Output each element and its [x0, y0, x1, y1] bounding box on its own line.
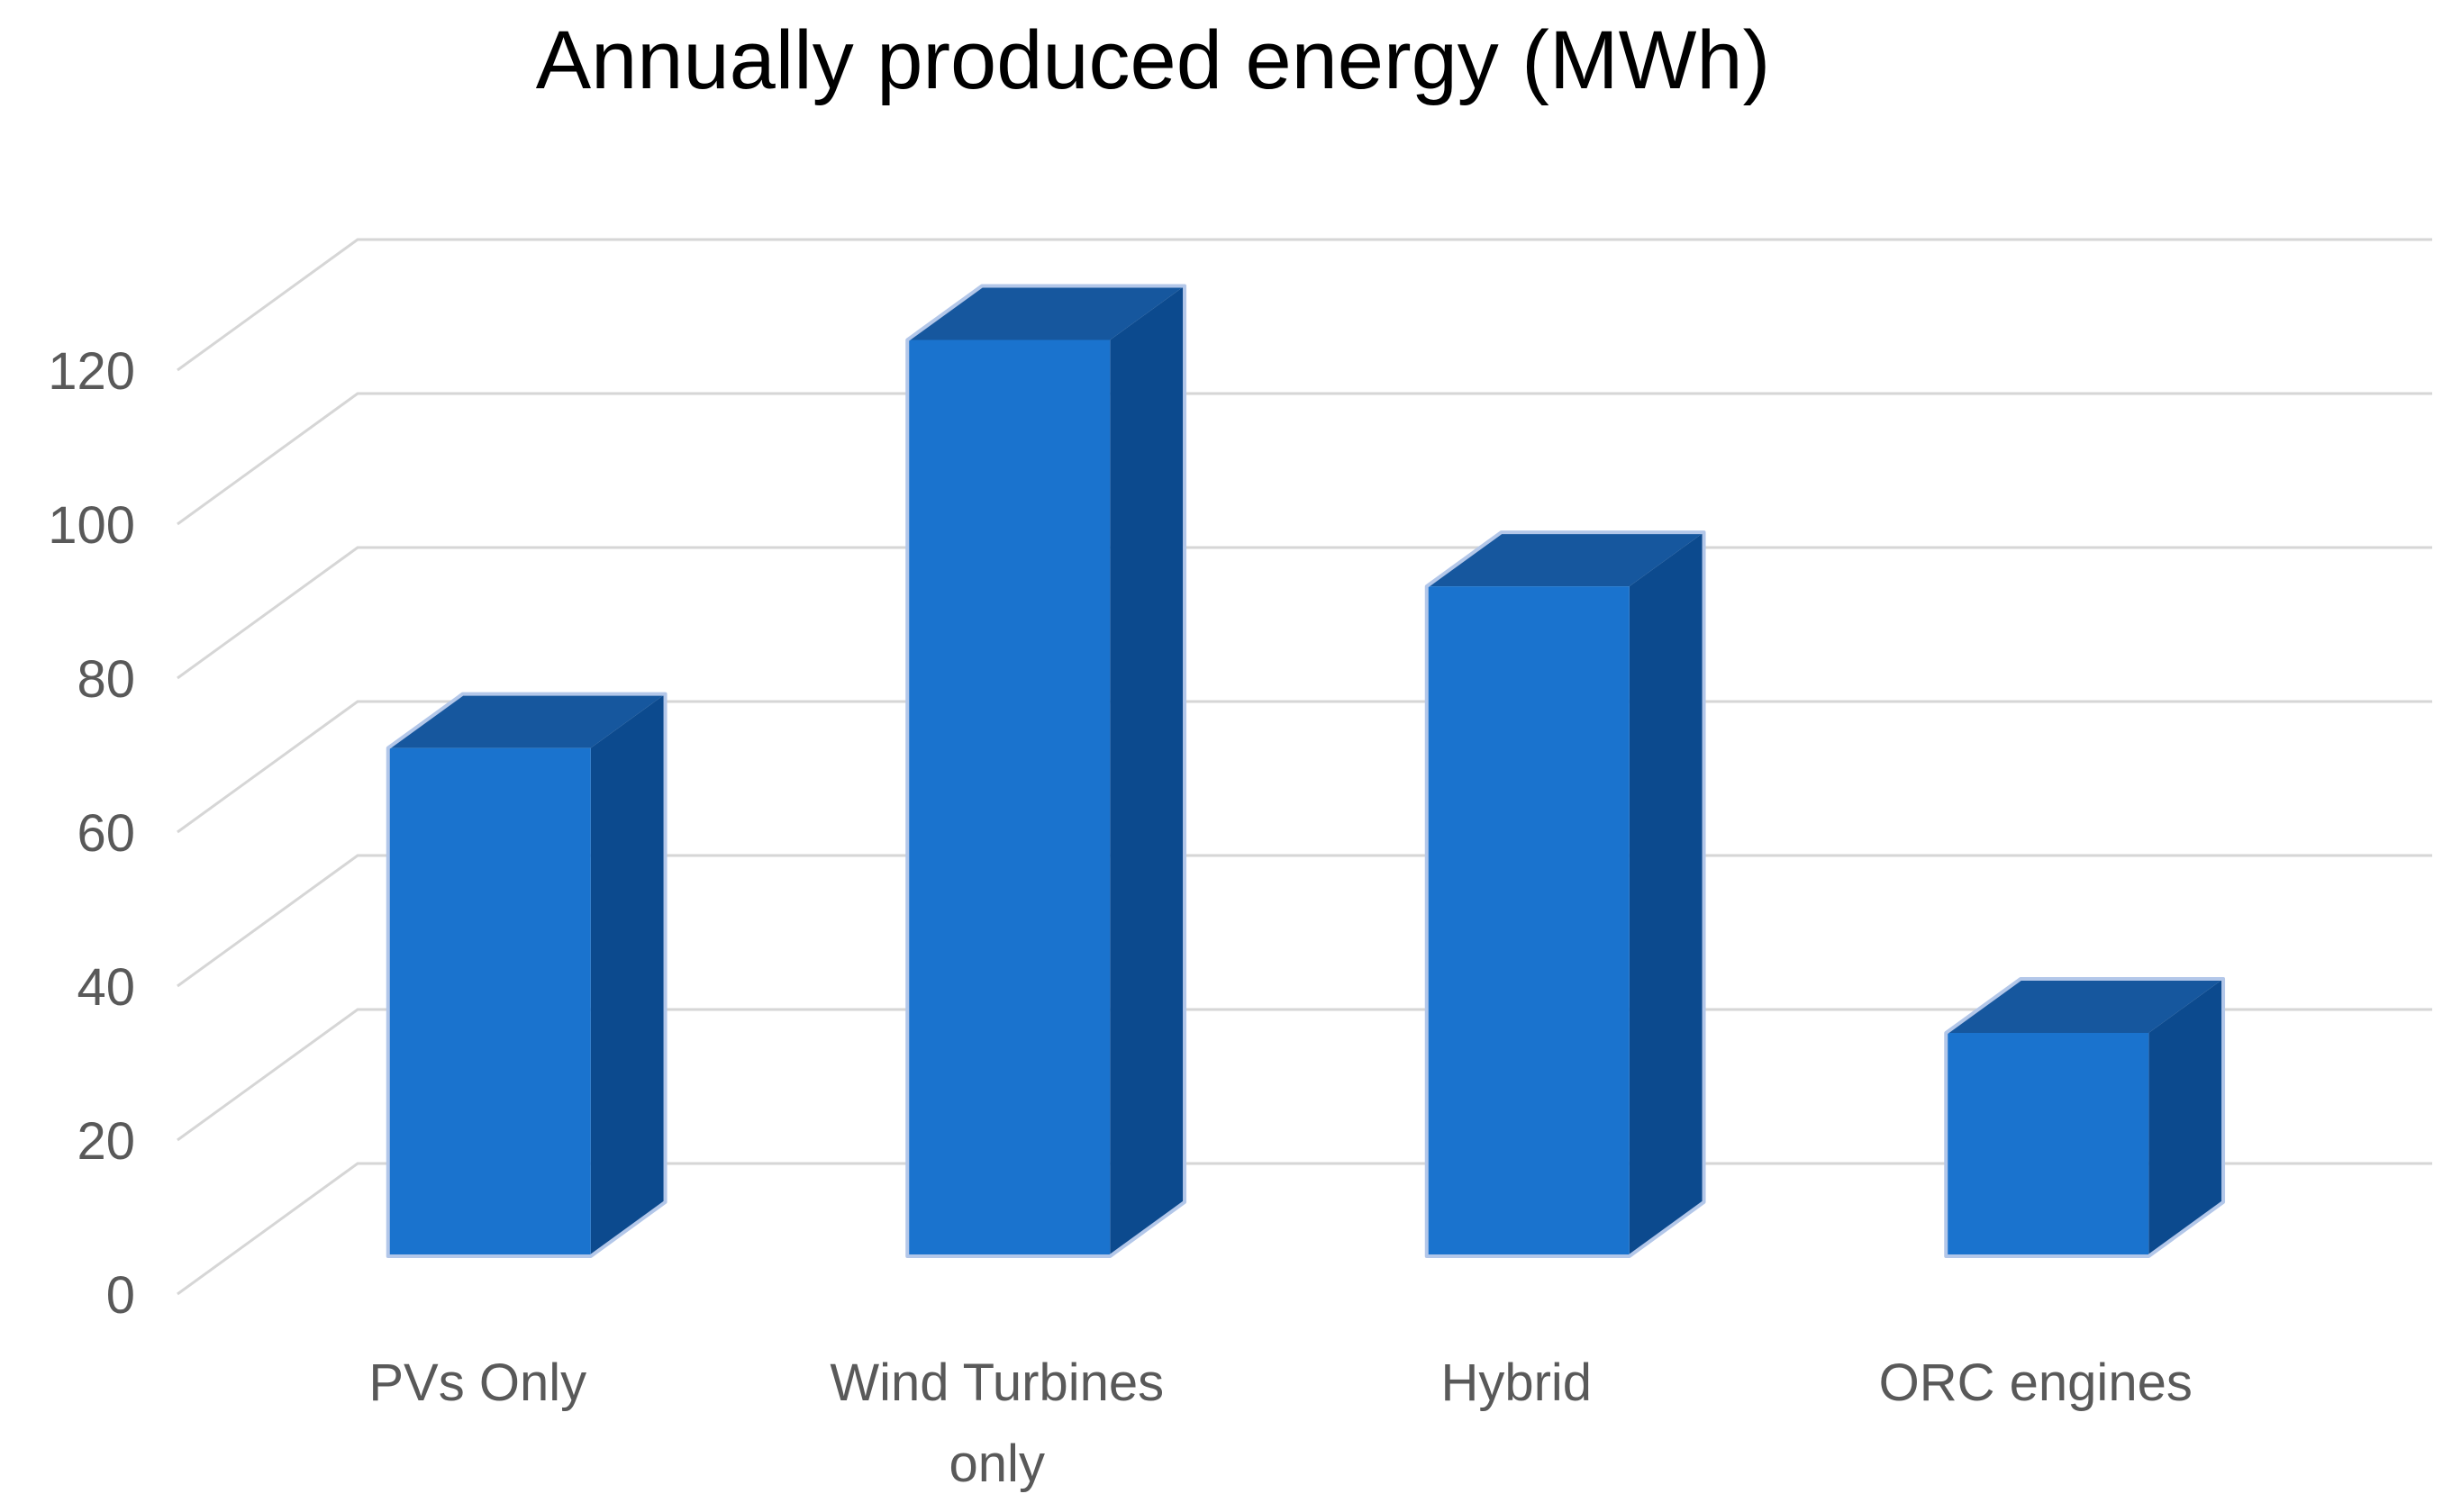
category-label-wind-turbines-only: Wind Turbines — [830, 1354, 1164, 1412]
chart-title: Annually produced energy (MWh) — [536, 14, 1770, 106]
gridline-80 — [177, 546, 2432, 680]
y-axis-tick-labels: 0 20 40 60 80 100 120 — [48, 342, 135, 1325]
bar-front-face — [1426, 586, 1630, 1256]
gridlines — [177, 238, 2432, 1296]
bar-top-face — [1426, 532, 1704, 587]
bar-hybrid — [1424, 530, 1706, 1258]
bar-outline — [905, 284, 1187, 1258]
bars — [386, 284, 2226, 1258]
gridline-40 — [177, 854, 2432, 988]
bar-top-face — [1946, 978, 2224, 1033]
bar-wind-turbines-only — [905, 284, 1187, 1258]
bar-top-face — [387, 693, 666, 748]
gridline-0 — [177, 1162, 2432, 1296]
bar-top-face — [907, 285, 1185, 340]
bar-outline — [1944, 976, 2226, 1258]
y-tick-label-40: 40 — [77, 958, 135, 1017]
bar-side-face — [1629, 532, 1704, 1256]
x-axis-category-labels: PVs Only Wind Turbines only Hybrid ORC engin… — [368, 1354, 2192, 1493]
bar-side-face — [590, 693, 666, 1256]
gridline-100 — [177, 392, 2432, 526]
bar-outline — [386, 692, 668, 1258]
category-label-wind-turbines-only: only — [949, 1435, 1045, 1493]
gridline-120 — [177, 238, 2432, 372]
gridline-20 — [177, 1008, 2432, 1142]
category-label-hybrid: Hybrid — [1440, 1354, 1592, 1412]
y-tick-label-20: 20 — [77, 1112, 135, 1171]
y-tick-label-80: 80 — [77, 650, 135, 709]
bar-front-face — [907, 340, 1111, 1256]
bar-side-face — [2148, 978, 2224, 1256]
category-label-orc-engines: ORC engines — [1879, 1354, 2193, 1412]
bar-side-face — [1110, 285, 1185, 1256]
bar-outline — [1424, 530, 1706, 1258]
category-label-pvs-only: PVs Only — [368, 1354, 586, 1412]
y-tick-label-100: 100 — [48, 496, 135, 555]
bar-orc-engines — [1944, 976, 2226, 1258]
bar-pvs-only — [386, 692, 668, 1258]
y-tick-label-120: 120 — [48, 342, 135, 401]
bar-front-face — [387, 747, 591, 1256]
gridline-60 — [177, 700, 2432, 834]
y-tick-label-0: 0 — [106, 1266, 135, 1325]
y-tick-label-60: 60 — [77, 804, 135, 863]
bar-front-face — [1946, 1033, 2149, 1256]
